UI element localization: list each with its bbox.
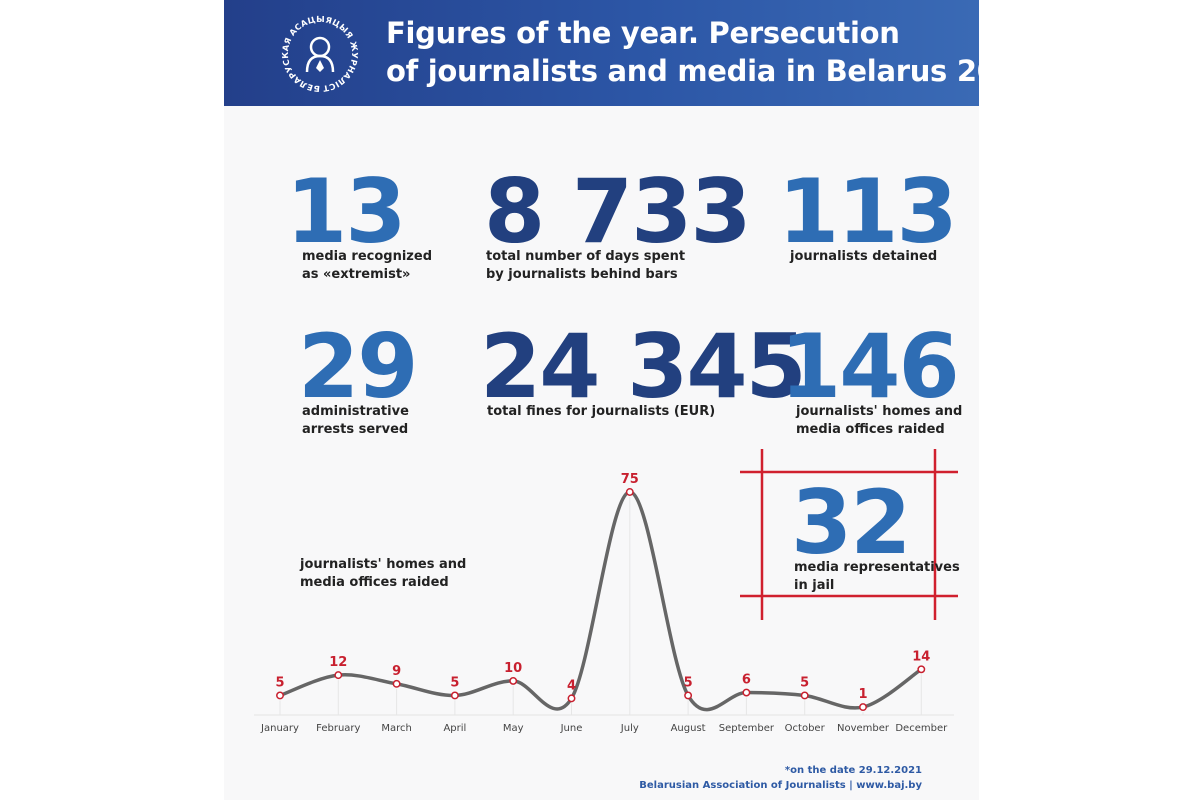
baj-logo: БЕЛАРУСКАЯ АСАЦЫЯЦЫЯ ЖУРНАЛІСТАЎ	[280, 14, 360, 94]
stat-media-in-jail: 32 media representatives in jail	[791, 471, 960, 595]
stat-extremist-media: 13 media recognized as «extremist»	[286, 160, 432, 284]
chart-line	[278, 490, 924, 712]
data-point	[450, 691, 459, 700]
data-point	[859, 703, 867, 712]
data-label: 4	[567, 678, 576, 693]
stat-value: 8 733	[484, 160, 752, 263]
data-label: 5	[800, 675, 809, 690]
data-point	[917, 665, 926, 674]
x-tick-label: June	[560, 723, 583, 734]
data-point	[625, 488, 634, 496]
stat-journalists-detained: 113 journalists detained	[778, 160, 958, 266]
jail-frame	[740, 449, 958, 620]
stat-value: 29	[298, 315, 418, 418]
stat-administrative-arrests: 29 administrative arrests served	[298, 315, 418, 439]
footer: *on the date 29.12.2021 Belarusian Assoc…	[639, 763, 922, 793]
footer-note: *on the date 29.12.2021	[784, 765, 922, 776]
x-tick-label: October	[785, 723, 826, 734]
infographic-poster: БЕЛАРУСКАЯ АСАЦЫЯЦЫЯ ЖУРНАЛІСТАЎ Figures…	[224, 0, 979, 800]
x-tick-label: November	[837, 723, 890, 734]
stat-label: total number of days spent by journalists…	[486, 249, 686, 282]
x-tick-label: December	[895, 723, 948, 734]
data-point	[276, 691, 284, 700]
data-label: 6	[742, 673, 751, 688]
stat-total-fines: 24 345 total fines for journalists (EUR)	[480, 315, 807, 421]
data-point	[392, 679, 401, 688]
page-title: Figures of the year. Persecution of jour…	[386, 14, 979, 90]
x-tick-label: July	[620, 723, 639, 734]
title-line-1: Figures of the year. Persecution	[386, 16, 900, 50]
stat-days-behind-bars: 8 733 total number of days spent by journ…	[484, 160, 752, 284]
stat-value: 32	[791, 471, 911, 574]
chart-points	[276, 488, 926, 712]
x-tick-label: May	[503, 723, 524, 734]
x-tick-label: March	[381, 723, 411, 734]
stat-label: total fines for journalists (EUR)	[487, 404, 716, 419]
stat-label: journalists detained	[790, 249, 938, 264]
stat-label: administrative arrests served	[302, 404, 409, 437]
data-label: 75	[621, 472, 639, 487]
data-label: 10	[504, 661, 522, 676]
title-line-2: of journalists and media in Belarus 2021…	[386, 54, 979, 88]
x-tick-label: January	[260, 723, 299, 734]
data-point	[567, 694, 576, 703]
stat-value: 13	[286, 160, 406, 263]
stat-homes-offices-raided: 146 journalists' homes and media offices …	[780, 315, 963, 439]
x-tick-label: September	[719, 723, 775, 734]
header-banner: БЕЛАРУСКАЯ АСАЦЫЯЦЫЯ ЖУРНАЛІСТАЎ Figures…	[224, 0, 979, 106]
data-label: 9	[392, 664, 401, 679]
x-tick-label: August	[671, 723, 706, 734]
chart-caption: journalists' homes and media offices raid…	[300, 557, 467, 590]
raids-line-chart: 5 January 12 February 9 March 5 April 10 May 4 June…	[254, 472, 954, 734]
data-point	[800, 691, 809, 700]
chart-axis	[254, 497, 954, 716]
stat-label: journalists' homes and media offices raid…	[796, 404, 963, 437]
data-label: 5	[684, 675, 693, 690]
data-point	[334, 671, 343, 680]
chart-labels: 5 January 12 February 9 March 5 April 10 May 4 June…	[260, 472, 948, 734]
stat-value: 146	[780, 315, 960, 418]
data-point	[509, 676, 518, 685]
x-tick-label: February	[316, 723, 360, 734]
stat-value: 24 345	[480, 315, 807, 418]
x-tick-label: April	[443, 723, 466, 734]
stat-value: 113	[778, 160, 958, 263]
data-label: 14	[912, 649, 930, 664]
data-label: 1	[858, 687, 867, 702]
stat-label: media recognized as «extremist»	[302, 249, 432, 282]
data-label: 5	[275, 675, 284, 690]
data-label: 12	[329, 655, 347, 670]
stat-label: media representatives in jail	[794, 560, 960, 593]
data-point	[742, 688, 751, 697]
series-line	[278, 490, 924, 712]
footer-org: Belarusian Association of Journalists | …	[639, 780, 922, 791]
data-point	[684, 691, 693, 700]
data-label: 5	[450, 675, 459, 690]
